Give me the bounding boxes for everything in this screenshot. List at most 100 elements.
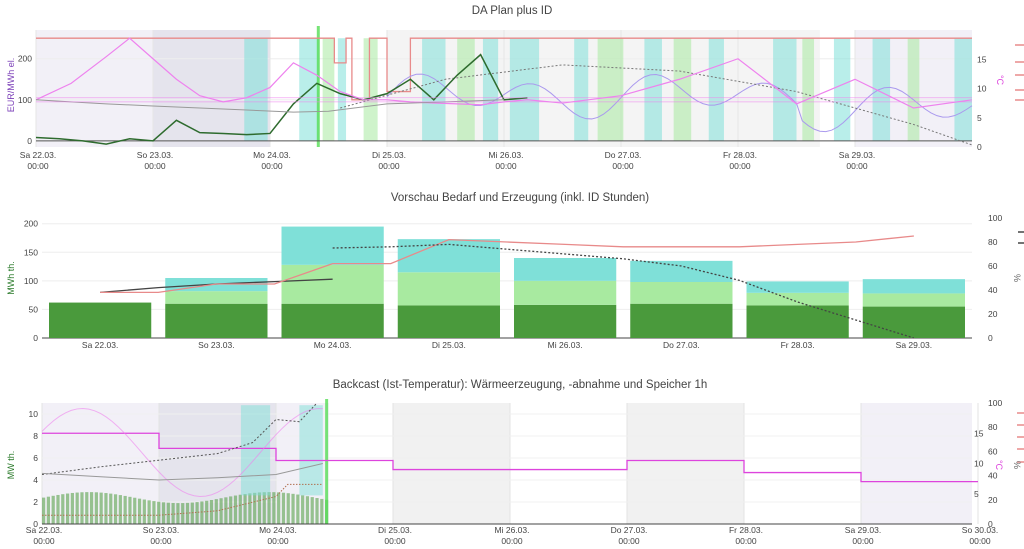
hour-bar — [65, 493, 70, 524]
y-axis-label-right: °C — [995, 75, 1005, 86]
hour-bar — [161, 502, 166, 524]
y-tick-label: 200 — [24, 219, 38, 229]
bar-segment — [630, 260, 733, 282]
hour-bar — [219, 498, 223, 524]
id-hour-bar — [773, 38, 797, 141]
shaded-region — [627, 403, 744, 524]
y-tick-label: 150 — [24, 247, 38, 257]
bar-segment — [746, 305, 849, 338]
x-tick-time: 00:00 — [969, 536, 991, 546]
bar-segment — [514, 258, 617, 281]
x-tick-time: 00:00 — [612, 161, 634, 171]
x-tick-label: Mi 26.03. — [548, 340, 583, 350]
series-line-pink — [41, 408, 323, 497]
bar-segment — [746, 281, 849, 293]
y-tick-label: 2 — [33, 497, 38, 507]
y-axis-label-left: MWh th. — [6, 261, 16, 295]
series-line-dotted — [340, 64, 973, 146]
hour-bar — [181, 503, 185, 524]
now-marker — [325, 399, 329, 524]
hour-bar — [185, 502, 190, 524]
chart-title: DA Plan plus ID — [472, 5, 553, 17]
x-tick-time: 00:00 — [384, 536, 406, 546]
hour-bar — [224, 497, 228, 524]
y-tick-label: 50 — [29, 304, 39, 314]
id-hour-bar — [299, 405, 323, 496]
series-line-gray — [41, 463, 323, 481]
hour-bar — [277, 492, 281, 524]
hour-bar — [233, 495, 238, 524]
hour-bar — [85, 492, 89, 524]
id-hour-bar — [872, 38, 891, 141]
temperature-step-line — [42, 432, 978, 483]
hour-bar — [51, 495, 55, 524]
x-tick-label: Sa 22.03. — [82, 340, 118, 350]
hour-bar — [209, 499, 214, 524]
hour-bar — [310, 497, 314, 524]
chart-vorschau: Vorschau Bedarf und Erzeugung (inkl. ID … — [6, 192, 1024, 350]
bar-segment — [281, 303, 384, 338]
bar-segment — [49, 302, 152, 338]
bar-segment — [862, 279, 965, 294]
hour-bar — [281, 492, 286, 524]
x-tick-time: 00:00 — [144, 161, 166, 171]
series-line-dotted — [41, 402, 318, 475]
id-hour-bar — [422, 38, 446, 141]
id-hour-bar — [597, 38, 624, 141]
hour-bar — [257, 492, 262, 524]
id-hour-bar — [244, 38, 268, 141]
bar-segment — [281, 264, 384, 304]
hour-bar — [80, 492, 84, 524]
x-tick-label: Mo 24.03. — [259, 525, 297, 535]
id-hour-bar — [644, 38, 662, 141]
id-hour-bar — [322, 38, 335, 141]
y-right-tick-label: 0 — [977, 142, 982, 152]
x-tick-label: Mo 24.03. — [253, 150, 291, 160]
bar-segment — [397, 305, 500, 338]
x-tick-label: Do 27.03. — [663, 340, 700, 350]
hour-bar — [301, 495, 305, 524]
hour-bar — [200, 501, 204, 524]
hour-bar — [42, 497, 46, 524]
y-tick-label: 0 — [27, 136, 32, 146]
id-hour-bar — [833, 38, 851, 141]
hour-bar — [89, 492, 94, 524]
id-hour-bar — [363, 38, 378, 141]
hour-bar — [267, 492, 271, 524]
hour-bar — [109, 493, 113, 524]
hour-bar — [262, 492, 266, 524]
y-right-temp-tick: 10 — [974, 459, 984, 469]
x-tick-label: Sa 29.03. — [896, 340, 932, 350]
y-tick-label: 8 — [33, 431, 38, 441]
x-tick-label: So 23.03. — [143, 525, 179, 535]
x-tick-time: 00:00 — [378, 161, 400, 171]
hour-bar — [113, 494, 118, 524]
series-line-0 — [35, 53, 528, 145]
hour-bar — [166, 502, 170, 524]
hour-bar — [75, 492, 79, 524]
y-tick-label: 200 — [18, 54, 32, 64]
hour-bar — [70, 492, 74, 524]
hour-bar — [320, 498, 324, 524]
y-right-tick-label: 20 — [988, 309, 998, 319]
series-line — [100, 235, 914, 294]
y-right-tick-label: 0 — [988, 333, 993, 343]
hour-bar — [137, 498, 142, 524]
hour-bar — [305, 496, 310, 524]
bar-segment — [281, 226, 384, 265]
x-tick-time: 00:00 — [495, 161, 517, 171]
x-tick-time: 00:00 — [267, 536, 289, 546]
bar-segment — [630, 282, 733, 304]
id-hour-bar — [482, 38, 499, 141]
x-tick-label: Di 25.03. — [378, 525, 412, 535]
bar-segment — [862, 306, 965, 338]
shaded-region — [861, 403, 972, 524]
bar-segment — [165, 291, 268, 304]
y-tick-label: 10 — [29, 409, 39, 419]
x-tick-time: 00:00 — [27, 161, 49, 171]
y-right-pct-tick: 80 — [988, 422, 998, 432]
x-tick-label: Fr 28.03. — [729, 525, 763, 535]
hour-bar — [94, 492, 98, 524]
x-tick-time: 00:00 — [501, 536, 523, 546]
